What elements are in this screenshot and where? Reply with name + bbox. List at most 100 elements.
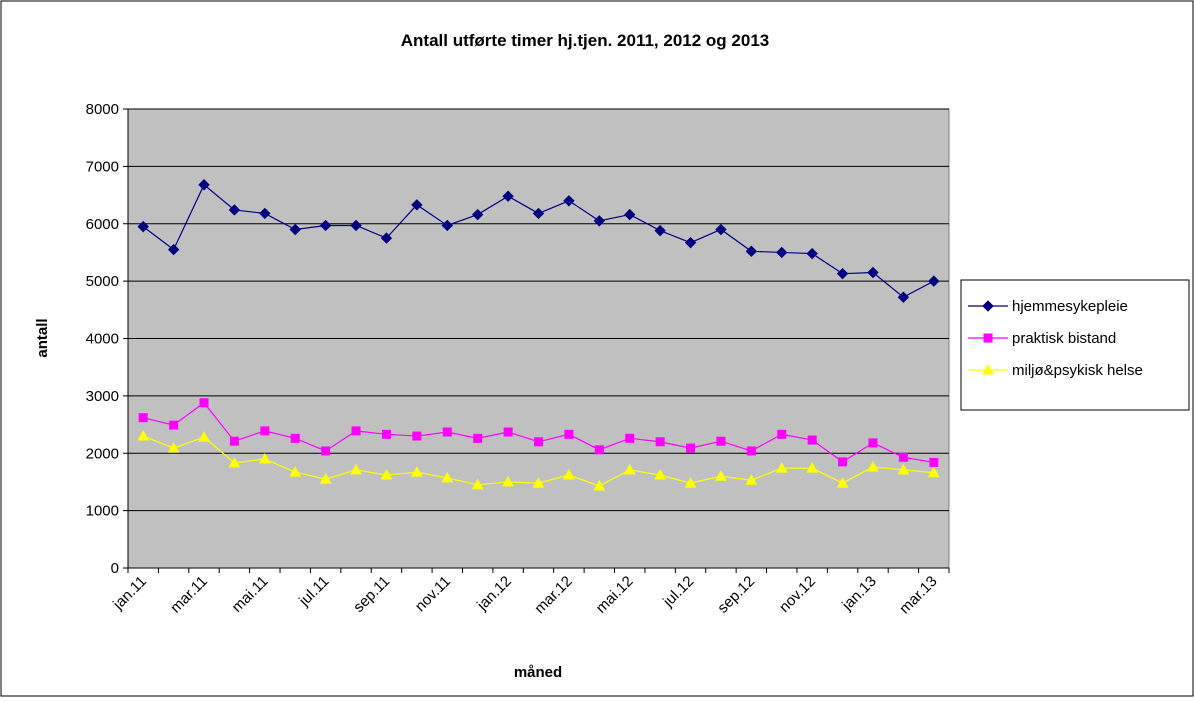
marker — [625, 433, 635, 443]
y-tick-label: 7000 — [86, 158, 119, 175]
marker — [290, 433, 300, 443]
y-tick-label: 3000 — [86, 388, 119, 405]
marker — [982, 300, 994, 312]
y-axis-label: antall — [34, 318, 51, 357]
marker — [351, 426, 361, 436]
marker — [746, 446, 756, 456]
marker — [715, 223, 727, 236]
marker — [228, 204, 241, 216]
marker — [745, 474, 758, 485]
marker — [380, 469, 393, 480]
marker — [228, 456, 241, 468]
marker — [563, 195, 575, 207]
marker — [319, 473, 332, 484]
marker — [777, 429, 787, 439]
marker — [532, 207, 545, 220]
legend — [960, 279, 1190, 411]
marker — [654, 469, 666, 480]
legend-label: hjemmesykepleie — [1012, 298, 1128, 315]
chart-title: Antall utførte timer hj.tjen. 2011, 2012… — [401, 31, 769, 50]
marker — [745, 245, 758, 257]
marker — [838, 457, 848, 467]
marker — [138, 413, 148, 423]
marker — [776, 246, 788, 259]
y-tick-label: 1000 — [86, 503, 119, 520]
y-tick-label: 5000 — [86, 273, 119, 290]
marker — [594, 445, 604, 455]
marker — [836, 477, 849, 488]
marker — [198, 431, 210, 442]
marker — [898, 452, 908, 462]
marker — [502, 475, 514, 487]
marker — [684, 236, 697, 249]
marker — [806, 462, 819, 473]
marker — [534, 437, 543, 447]
marker — [137, 430, 150, 441]
marker — [411, 199, 423, 211]
marker — [836, 267, 849, 280]
marker — [897, 291, 910, 303]
marker — [624, 208, 636, 221]
marker — [684, 477, 697, 488]
marker — [593, 479, 606, 491]
marker — [198, 179, 210, 191]
marker — [563, 469, 575, 480]
marker — [350, 219, 362, 232]
marker — [807, 435, 817, 445]
marker — [199, 398, 209, 408]
marker — [623, 463, 636, 475]
marker — [350, 463, 362, 475]
marker — [983, 333, 993, 343]
marker — [260, 426, 270, 436]
y-tick-label: 0 — [111, 560, 119, 577]
marker — [258, 452, 271, 464]
marker — [715, 470, 727, 481]
marker — [686, 443, 696, 453]
marker — [442, 427, 452, 437]
legend-label: praktisk bistand — [1012, 330, 1116, 347]
marker — [532, 477, 545, 488]
marker — [564, 429, 574, 439]
marker — [137, 220, 149, 233]
y-tick-label: 6000 — [86, 216, 119, 233]
marker — [380, 232, 393, 244]
marker — [654, 224, 666, 237]
marker — [441, 219, 453, 232]
marker — [927, 466, 940, 478]
marker — [868, 438, 878, 448]
marker — [473, 433, 483, 443]
marker — [229, 436, 239, 446]
marker — [319, 219, 332, 232]
marker — [502, 190, 514, 202]
marker — [655, 437, 665, 447]
marker — [503, 427, 513, 437]
marker — [897, 463, 910, 475]
y-tick-label: 2000 — [86, 445, 119, 462]
marker — [593, 215, 606, 227]
marker — [471, 478, 484, 490]
marker — [412, 431, 422, 441]
marker — [321, 446, 331, 456]
x-axis-label: måned — [514, 664, 562, 681]
marker — [928, 275, 940, 287]
marker — [411, 466, 423, 477]
marker — [169, 420, 179, 430]
marker — [167, 442, 180, 453]
marker — [471, 208, 484, 221]
marker — [716, 436, 726, 446]
marker — [982, 363, 994, 375]
marker — [441, 471, 454, 483]
marker — [775, 462, 788, 473]
marker — [167, 243, 180, 256]
marker — [806, 247, 818, 260]
marker — [929, 457, 939, 467]
marker — [289, 223, 301, 236]
marker — [259, 207, 271, 220]
marker — [867, 266, 879, 279]
legend-label: miljø&psykisk helse — [1012, 362, 1143, 379]
y-tick-label: 4000 — [86, 331, 119, 348]
marker — [381, 429, 391, 439]
marker — [289, 466, 302, 477]
y-tick-label: 8000 — [86, 101, 119, 118]
